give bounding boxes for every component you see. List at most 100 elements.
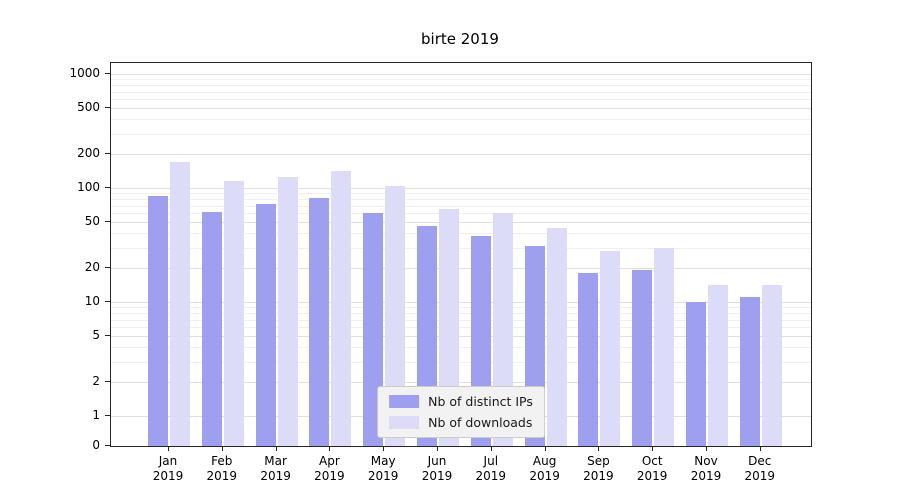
- x-tick-label-may: May 2019: [367, 454, 399, 483]
- x-tick-mark: [275, 447, 277, 451]
- bar-ips-oct: [632, 270, 653, 446]
- bar-ips-sep: [578, 272, 599, 446]
- y-tick-mark: [105, 152, 110, 154]
- bar-downloads-oct: [654, 247, 675, 446]
- x-tick-mark: [652, 447, 654, 451]
- gridline-major: [111, 302, 811, 303]
- y-tick-label-5: 5: [92, 328, 100, 343]
- bar-downloads-jan: [170, 161, 190, 446]
- x-tick-mark: [598, 447, 600, 451]
- legend-item-downloads: Nb of downloads: [389, 415, 533, 430]
- x-tick-label-feb: Feb 2019: [206, 454, 238, 483]
- legend-label-downloads: Nb of downloads: [428, 415, 533, 430]
- gridline-minor: [111, 361, 811, 363]
- y-tick-mark: [105, 187, 110, 188]
- y-tick-label-1000: 1000: [69, 66, 100, 80]
- x-tick-mark: [329, 447, 331, 451]
- y-tick-label-10: 10: [84, 294, 100, 308]
- x-tick-mark: [544, 447, 546, 451]
- gridline-major: [111, 222, 811, 224]
- x-tick-mark: [490, 447, 492, 451]
- bar-ips-apr: [309, 197, 330, 446]
- chart-title: birte 2019: [421, 30, 499, 48]
- bar-ips-jan: [148, 196, 168, 446]
- gridline-major: [111, 188, 811, 189]
- x-tick-mark: [168, 447, 169, 451]
- x-tick-mark: [221, 447, 223, 451]
- plot-area: Nb of distinct IPs Nb of downloads: [110, 62, 812, 447]
- gridline-minor: [111, 199, 811, 200]
- y-tick-mark: [105, 380, 110, 382]
- legend-label-distinct-ips: Nb of distinct IPs: [428, 394, 533, 409]
- x-tick-mark: [759, 447, 761, 451]
- gridline-minor: [111, 327, 811, 329]
- x-tick-label-mar: Mar 2019: [260, 454, 291, 483]
- legend: Nb of distinct IPs Nb of downloads: [377, 386, 545, 438]
- gridline-minor: [111, 119, 811, 121]
- x-tick-label-jun: Jun 2019: [421, 454, 453, 483]
- y-tick-mark: [105, 73, 110, 74]
- gridline-minor: [111, 91, 811, 93]
- y-tick-mark: [105, 445, 110, 446]
- gridline-major: [111, 74, 811, 75]
- gridline-major: [111, 267, 811, 269]
- gridline-minor: [111, 99, 811, 101]
- gridline-minor: [111, 205, 811, 207]
- bar-downloads-apr: [331, 171, 352, 446]
- x-tick-label-aug: Aug 2019: [529, 454, 560, 483]
- x-tick-label-sep: Sep 2019: [583, 454, 614, 483]
- gridline-minor: [111, 133, 811, 135]
- x-tick-mark: [383, 447, 385, 451]
- y-tick-label-2: 2: [92, 373, 100, 388]
- y-tick-label-100: 100: [77, 180, 100, 194]
- y-tick-label-0: 0: [92, 438, 100, 452]
- gridline-minor: [111, 307, 811, 309]
- bar-downloads-sep: [600, 251, 621, 446]
- gridline-major: [111, 153, 811, 155]
- x-tick-mark: [437, 447, 438, 451]
- bar-downloads-mar: [277, 177, 298, 446]
- bar-ips-nov: [686, 302, 706, 446]
- y-tick-label-20: 20: [84, 259, 100, 274]
- gridline-minor: [111, 247, 811, 249]
- gridline-minor: [111, 213, 811, 215]
- gridline-minor: [111, 347, 811, 349]
- bar-downloads-nov: [708, 285, 728, 446]
- y-tick-mark: [105, 266, 110, 268]
- y-tick-mark: [105, 415, 110, 416]
- gridline-major: [111, 108, 811, 110]
- y-tick-label-200: 200: [77, 145, 100, 160]
- gridline-major: [111, 381, 811, 383]
- legend-swatch-downloads: [389, 416, 420, 429]
- gridline-minor: [111, 313, 811, 314]
- gridline-minor: [111, 319, 811, 321]
- y-tick-label-500: 500: [77, 100, 100, 115]
- bar-ips-mar: [255, 204, 276, 446]
- x-tick-label-oct: Oct 2019: [636, 454, 668, 483]
- bar-downloads-dec: [761, 285, 782, 446]
- x-tick-label-nov: Nov 2019: [690, 454, 722, 483]
- gridline-minor: [111, 233, 811, 235]
- gridline-minor: [111, 193, 811, 195]
- x-tick-label-jan: Jan 2019: [152, 454, 184, 483]
- bar-downloads-aug: [546, 227, 567, 446]
- bar-ips-dec: [739, 297, 760, 446]
- y-tick-label-1: 1: [92, 408, 100, 422]
- y-tick-mark: [105, 107, 110, 109]
- x-tick-mark: [706, 447, 707, 451]
- gridline-minor: [111, 79, 811, 81]
- bar-downloads-may: [385, 185, 406, 446]
- y-tick-mark: [105, 301, 110, 302]
- gridline-major: [111, 336, 811, 338]
- x-tick-label-dec: Dec 2019: [744, 454, 776, 483]
- x-tick-label-jul: Jul 2019: [475, 454, 507, 483]
- bar-ips-feb: [201, 211, 222, 446]
- bar-downloads-feb: [223, 181, 244, 446]
- x-tick-label-apr: Apr 2019: [314, 454, 345, 483]
- y-tick-label-50: 50: [84, 214, 100, 229]
- legend-swatch-distinct-ips: [389, 395, 420, 408]
- y-tick-mark: [105, 221, 110, 223]
- legend-item-distinct-ips: Nb of distinct IPs: [389, 394, 533, 409]
- y-tick-mark: [105, 335, 110, 337]
